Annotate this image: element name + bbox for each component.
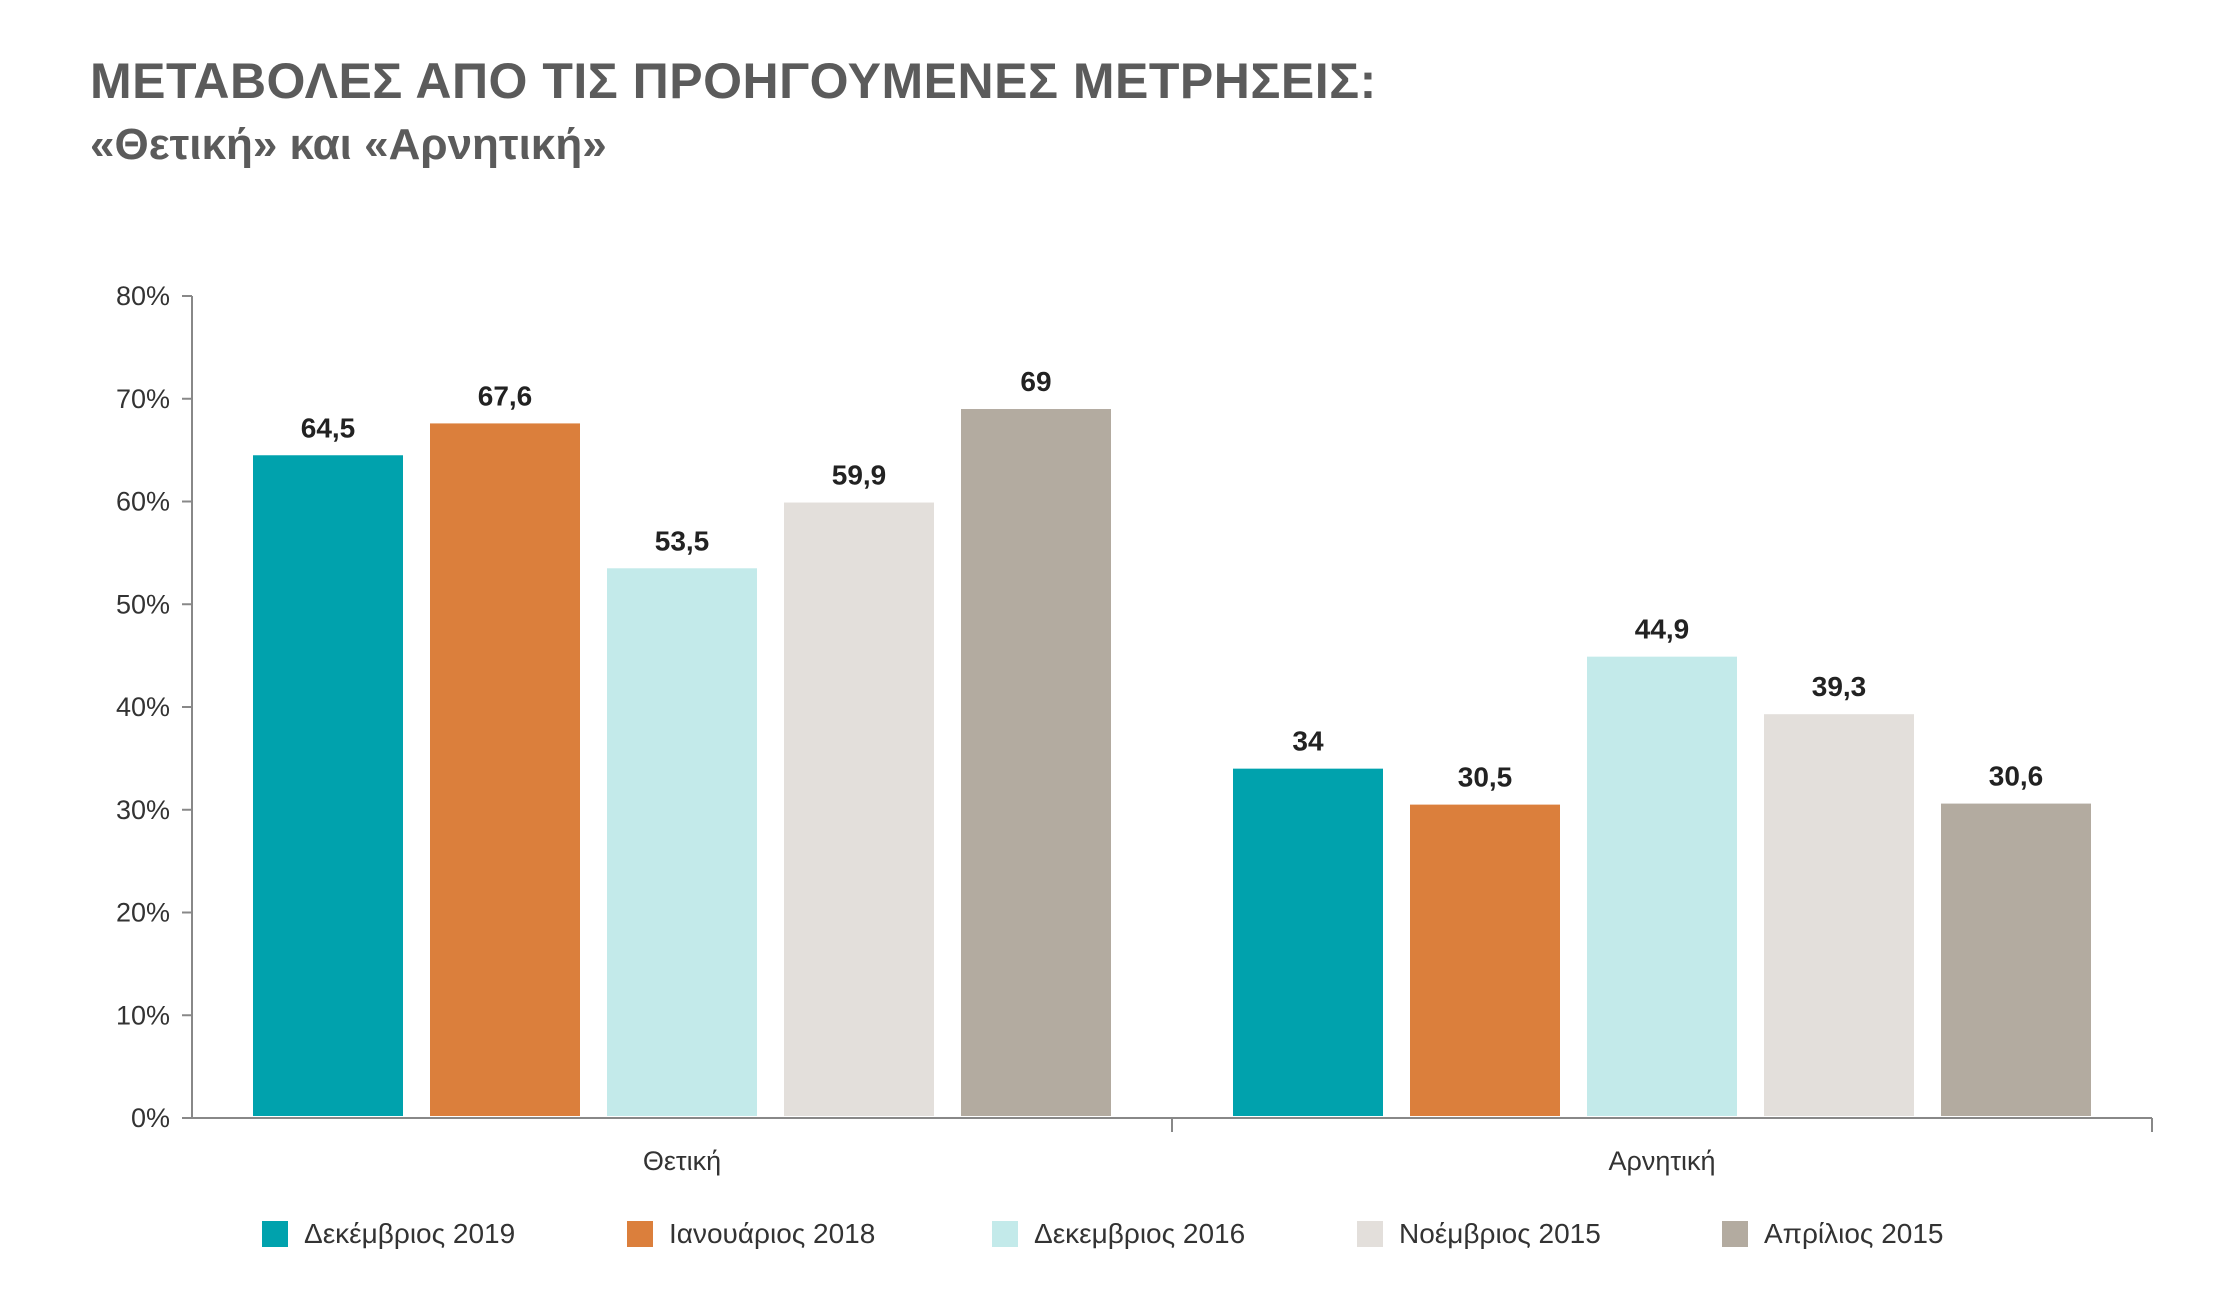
- y-tick-label: 50%: [116, 589, 170, 619]
- legend-swatch: [627, 1221, 653, 1247]
- data-label: 39,3: [1812, 671, 1867, 702]
- bar: [784, 502, 934, 1117]
- x-category-label: Αρνητική: [1608, 1146, 1715, 1176]
- legend-item: Δεκεμβριος 2016: [992, 1210, 1245, 1258]
- legend-item: Δεκέμβριος 2019: [262, 1210, 515, 1258]
- legend-swatch: [992, 1221, 1018, 1247]
- bar-chart: 0% 10% 20% 30% 40% 50% 60% 70% 80% 64,5 67,6 53,5 5…: [116, 281, 2153, 1176]
- bar: [1764, 714, 1914, 1116]
- data-label: 30,6: [1989, 761, 2044, 792]
- bar: [253, 455, 403, 1116]
- legend-item: Απρίλιος 2015: [1722, 1210, 1944, 1258]
- y-tick-label: 20%: [116, 898, 170, 928]
- bar: [1233, 768, 1383, 1116]
- y-tick-label: 40%: [116, 692, 170, 722]
- data-label: 53,5: [655, 525, 710, 556]
- legend-label: Νοέμβριος 2015: [1399, 1218, 1601, 1249]
- data-label: 67,6: [478, 380, 533, 411]
- bar: [430, 423, 580, 1116]
- y-tick-label: 30%: [116, 795, 170, 825]
- data-label: 30,5: [1458, 762, 1513, 793]
- legend-label: Δεκεμβριος 2016: [1034, 1218, 1246, 1249]
- data-label: 64,5: [301, 412, 356, 443]
- legend: Δεκέμβριος 2019 Ιανουάριος 2018 Δεκεμβριος…: [262, 1210, 2162, 1258]
- data-label: 34: [1292, 726, 1324, 757]
- legend-label: Ιανουάριος 2018: [669, 1218, 876, 1249]
- legend-swatch: [1722, 1221, 1748, 1247]
- y-tick-label: 10%: [116, 1000, 170, 1030]
- y-tick-label: 60%: [116, 487, 170, 517]
- x-axis-categories: Θετική Αρνητική: [643, 1146, 1716, 1176]
- legend-item: Νοέμβριος 2015: [1357, 1210, 1601, 1258]
- legend-label: Δεκέμβριος 2019: [304, 1218, 516, 1249]
- chart-subtitle: «Θετική» και «Αρνητική»: [90, 120, 607, 169]
- bar: [1410, 804, 1560, 1116]
- legend-item: Ιανουάριος 2018: [627, 1210, 875, 1258]
- y-tick-label: 0%: [131, 1103, 170, 1133]
- x-category-label: Θετική: [643, 1146, 721, 1176]
- bar-series: [253, 409, 2091, 1117]
- y-tick-label: 70%: [116, 384, 170, 414]
- data-label: 59,9: [832, 460, 887, 491]
- data-label: 44,9: [1635, 614, 1690, 645]
- legend-label: Απρίλιος 2015: [1764, 1218, 1944, 1249]
- y-axis-ticks: 0% 10% 20% 30% 40% 50% 60% 70% 80%: [116, 281, 192, 1133]
- data-labels: 64,5 67,6 53,5 59,9 69 34 30,5 44,9 39,3 30,6: [301, 366, 2044, 793]
- legend-swatch: [1357, 1221, 1383, 1247]
- bar: [607, 568, 757, 1116]
- bar: [961, 409, 1111, 1116]
- data-label: 69: [1020, 366, 1051, 397]
- chart-title: ΜΕΤΑΒΟΛΕΣ ΑΠΟ ΤΙΣ ΠΡΟΗΓΟΥΜΕΝΕΣ ΜΕΤΡΗΣΕΙΣ…: [90, 53, 1377, 109]
- bar: [1941, 803, 2091, 1116]
- bar: [1587, 656, 1737, 1116]
- y-tick-label: 80%: [116, 281, 170, 311]
- legend-swatch: [262, 1221, 288, 1247]
